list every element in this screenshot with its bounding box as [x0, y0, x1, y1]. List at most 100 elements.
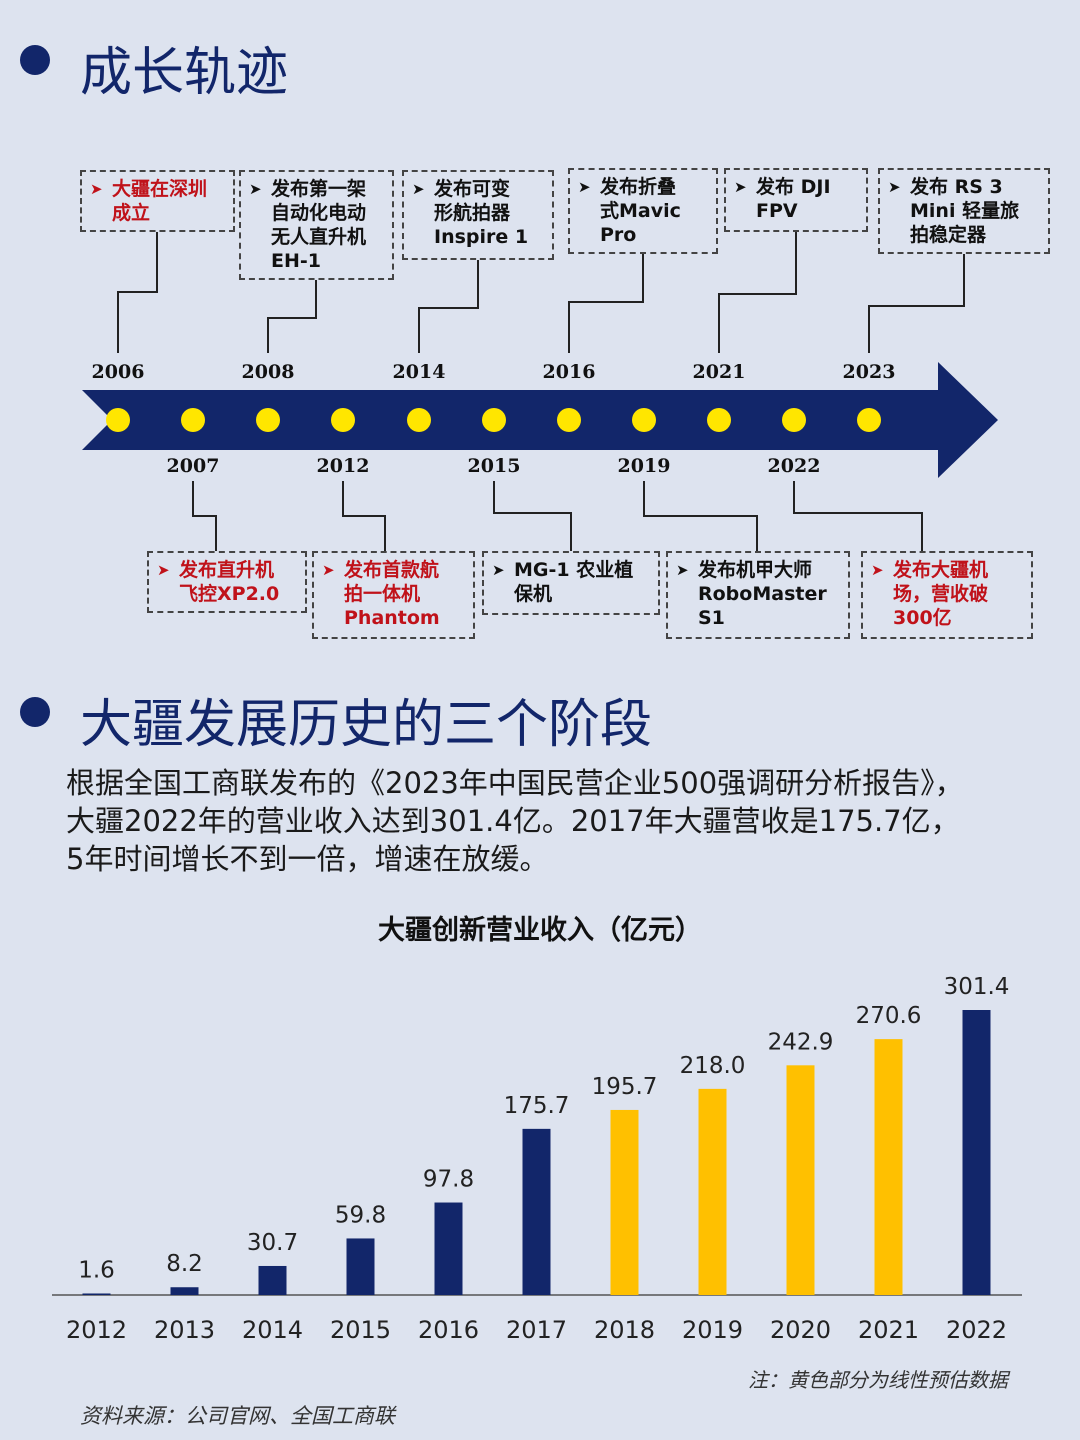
bullet-arrow-icon: ➤	[492, 561, 505, 579]
bar-2018	[610, 1109, 639, 1295]
timeline-connector	[568, 254, 644, 353]
timeline-event-text: 发布 RS 3 Mini 轻量旅 拍稳定器	[910, 176, 1020, 246]
data-label: 8.2	[166, 1251, 203, 1277]
bullet-arrow-icon: ➤	[412, 180, 425, 198]
timeline-event-text: 发布可变 形航拍器 Inspire 1	[434, 178, 529, 248]
x-tick-label: 2012	[66, 1316, 127, 1344]
paragraph-line: 根据全国工商联发布的《2023年中国民营企业500强调研分析报告》，	[66, 766, 964, 800]
timeline-year: 2023	[842, 361, 896, 383]
timeline-year: 2007	[166, 455, 220, 477]
bar-2012	[82, 1293, 111, 1295]
data-label: 175.7	[504, 1093, 570, 1119]
timeline-dot	[407, 408, 431, 432]
bullet-arrow-icon: ➤	[157, 561, 170, 579]
timeline-connector	[793, 481, 923, 551]
section-title-stages: 大疆发展历史的三个阶段	[80, 695, 653, 755]
x-tick-label: 2022	[946, 1316, 1007, 1344]
bullet-arrow-icon: ➤	[676, 561, 689, 579]
timeline-dot	[181, 408, 205, 432]
timeline-event-text: 发布第一架 自动化电动 无人直升机 EH-1	[271, 178, 367, 272]
bar-2016	[434, 1202, 463, 1295]
timeline-connector	[493, 481, 572, 551]
x-tick-label: 2018	[594, 1316, 655, 1344]
timeline-dot	[106, 408, 130, 432]
paragraph-line: 5年时间增长不到一倍，增速在放缓。	[66, 842, 549, 876]
timeline-dot	[331, 408, 355, 432]
timeline-year: 2006	[91, 361, 145, 383]
data-label: 59.8	[335, 1202, 386, 1228]
intro-paragraph: 根据全国工商联发布的《2023年中国民营企业500强调研分析报告》， 大疆202…	[66, 764, 1056, 878]
timeline-connector	[868, 254, 965, 353]
timeline-dot	[857, 408, 881, 432]
bullet-arrow-icon: ➤	[888, 178, 901, 196]
bullet-arrow-icon: ➤	[871, 561, 884, 579]
bar-2017	[522, 1128, 551, 1295]
data-label: 270.6	[856, 1003, 922, 1029]
timeline-connector	[117, 232, 158, 353]
source-footnote: 资料来源：公司官网、全国工商联	[80, 1404, 395, 1428]
x-tick-label: 2020	[770, 1316, 831, 1344]
data-label: 1.6	[78, 1257, 115, 1283]
timeline-arrow	[82, 362, 998, 478]
timeline-event-text: 发布首款航 拍一体机 Phantom	[344, 559, 440, 629]
data-label: 30.7	[247, 1230, 298, 1256]
timeline-event-2015: ➤ MG-1 农业植 保机	[482, 551, 660, 615]
timeline-event-text: 大疆在深圳 成立	[112, 178, 208, 224]
timeline-event-text: MG-1 农业植 保机	[514, 559, 634, 605]
timeline-dot	[557, 408, 581, 432]
bar-2013	[170, 1287, 199, 1295]
timeline-event-2019: ➤ 发布机甲大师 RoboMaster S1	[666, 551, 850, 639]
bullet-arrow-icon: ➤	[734, 178, 747, 196]
timeline-event-text: 发布折叠 式Mavic Pro	[600, 176, 681, 246]
x-tick-label: 2019	[682, 1316, 743, 1344]
chart-title: 大疆创新营业收入（亿元）	[378, 915, 702, 946]
timeline-event-2008: ➤ 发布第一架 自动化电动 无人直升机 EH-1	[239, 170, 394, 280]
timeline	[82, 232, 998, 551]
bar-2021	[874, 1039, 903, 1295]
data-label: 301.4	[944, 974, 1010, 1000]
bar-2022	[962, 1010, 991, 1295]
timeline-event-text: 发布 DJI FPV	[756, 176, 831, 222]
timeline-event-2014: ➤ 发布可变 形航拍器 Inspire 1	[402, 170, 554, 260]
data-label: 242.9	[768, 1029, 834, 1055]
bar-2015	[346, 1238, 375, 1295]
timeline-year: 2008	[241, 361, 295, 383]
section-bullet-icon	[20, 697, 50, 727]
timeline-year: 2016	[542, 361, 596, 383]
timeline-event-text: 发布大疆机 场，营收破 300亿	[893, 559, 989, 629]
section-bullet-icon	[20, 45, 50, 75]
timeline-year: 2015	[467, 455, 521, 477]
timeline-connector	[643, 481, 758, 551]
section-title-growth: 成长轨迹	[80, 43, 289, 103]
paragraph-line: 大疆2022年的营业收入达到301.4亿。2017年大疆营收是175.7亿，	[66, 804, 960, 838]
timeline-event-text: 发布直升机 飞控XP2.0	[179, 559, 280, 605]
timeline-year: 2022	[767, 455, 821, 477]
timeline-year: 2021	[692, 361, 746, 383]
x-tick-label: 2013	[154, 1316, 215, 1344]
x-tick-label: 2017	[506, 1316, 567, 1344]
timeline-event-2012: ➤ 发布首款航 拍一体机 Phantom	[312, 551, 475, 639]
bullet-arrow-icon: ➤	[90, 180, 103, 198]
timeline-event-2023: ➤ 发布 RS 3 Mini 轻量旅 拍稳定器	[878, 168, 1050, 254]
bar-2014	[258, 1265, 287, 1295]
bar-2019	[698, 1088, 727, 1295]
bullet-arrow-icon: ➤	[322, 561, 335, 579]
data-label: 97.8	[423, 1167, 474, 1193]
timeline-event-2016: ➤ 发布折叠 式Mavic Pro	[568, 168, 718, 254]
timeline-connector	[192, 481, 217, 551]
bar-2020	[786, 1065, 815, 1295]
x-tick-label: 2014	[242, 1316, 303, 1344]
x-tick-label: 2016	[418, 1316, 479, 1344]
timeline-event-2021: ➤ 发布 DJI FPV	[724, 168, 868, 232]
x-tick-label: 2015	[330, 1316, 391, 1344]
timeline-dot	[632, 408, 656, 432]
timeline-event-text: 发布机甲大师 RoboMaster S1	[698, 559, 827, 629]
timeline-connector	[418, 260, 479, 353]
timeline-event-2007: ➤ 发布直升机 飞控XP2.0	[147, 551, 307, 613]
timeline-dot	[707, 408, 731, 432]
timeline-connector	[267, 280, 317, 353]
timeline-connector	[342, 481, 386, 551]
timeline-dot	[482, 408, 506, 432]
chart-note: 注：黄色部分为线性预估数据	[748, 1368, 1008, 1392]
timeline-dot	[256, 408, 280, 432]
